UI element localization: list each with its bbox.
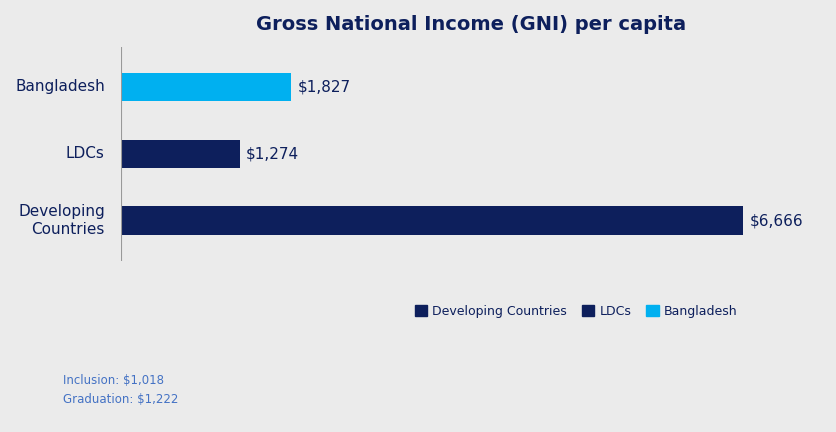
Text: $1,827: $1,827 [298,79,351,94]
Bar [120,73,291,101]
Bar [120,206,743,235]
Text: $1,274: $1,274 [247,146,299,161]
Text: Inclusion: $1,018
Graduation: $1,222: Inclusion: $1,018 Graduation: $1,222 [63,374,178,406]
Bar [120,140,240,168]
Text: $6,666: $6,666 [750,213,803,228]
Title: Gross National Income (GNI) per capita: Gross National Income (GNI) per capita [256,15,686,34]
Legend: Developing Countries, LDCs, Bangladesh: Developing Countries, LDCs, Bangladesh [410,300,742,323]
